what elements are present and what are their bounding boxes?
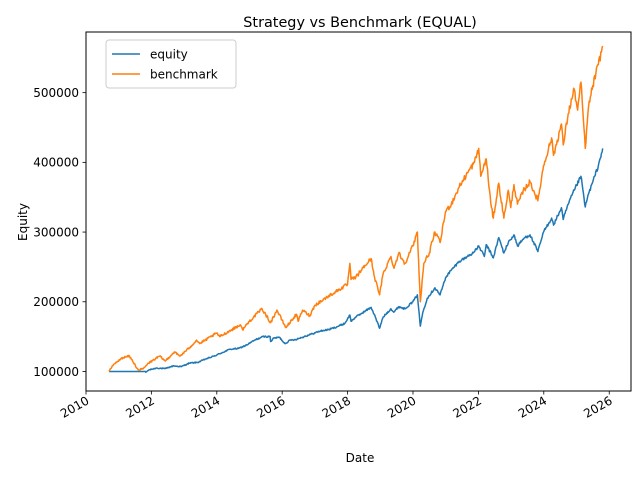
y-tick-label: 400000	[33, 156, 79, 170]
x-axis-ticks: 2010 2012 2014 2016 2018 2020 2022 2024 2026	[58, 391, 615, 421]
y-tick-label: 200000	[33, 295, 79, 309]
y-tick-label: 500000	[33, 86, 79, 100]
legend-label-benchmark: benchmark	[150, 68, 218, 82]
plot-area	[108, 45, 604, 373]
series-line-equity	[108, 148, 604, 373]
x-axis-label: Date	[346, 451, 375, 465]
plot-frame	[85, 31, 632, 392]
legend: equity benchmark	[105, 39, 237, 89]
y-axis-label: Equity	[16, 203, 30, 241]
legend-label-equity: equity	[150, 48, 188, 62]
y-tick-label: 100000	[33, 365, 79, 379]
series-line-benchmark	[108, 45, 604, 372]
chart-title: Strategy vs Benchmark (EQUAL)	[243, 15, 476, 31]
y-axis-ticks: 100000 200000 300000 400000 500000	[33, 86, 86, 379]
legend-box	[105, 39, 237, 89]
y-tick-label: 300000	[33, 225, 79, 239]
